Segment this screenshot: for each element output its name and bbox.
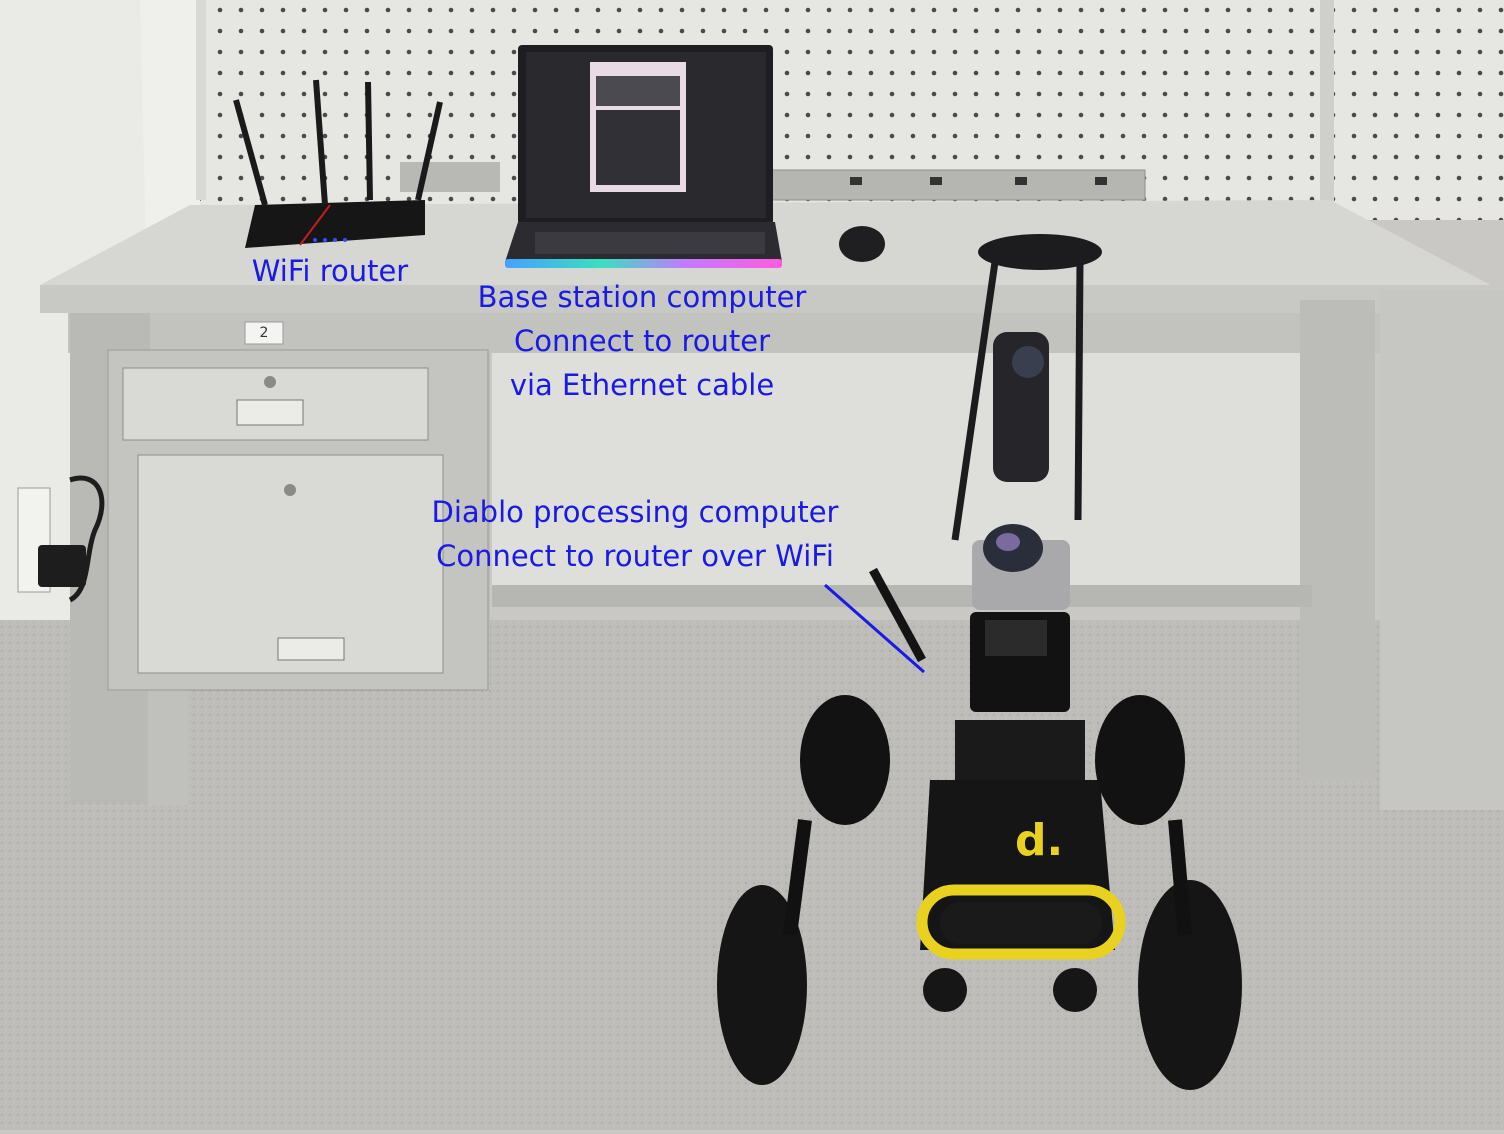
annotation-wifi-router: WiFi router — [230, 250, 430, 294]
wall-outlet — [17, 475, 105, 603]
drawer-number-text: 2 — [259, 325, 269, 341]
annotation-wifi-router-text: WiFi router — [251, 254, 409, 288]
annotation-base-station-line-2: Connect to router — [513, 324, 770, 358]
svg-text:d.: d. — [1015, 815, 1063, 866]
wifi-router — [233, 79, 443, 248]
mouse — [839, 226, 885, 262]
annotation-base-station-line-3: via Ethernet cable — [509, 368, 775, 402]
drawer-number-tag: 2 — [245, 322, 283, 344]
annotation-diablo: Diablo processing computer Connect to ro… — [405, 490, 865, 578]
annotation-base-station-line-1: Base station computer — [477, 280, 807, 314]
annotation-diablo-line-1: Diablo processing computer — [431, 495, 839, 529]
drawer-cabinet — [107, 349, 489, 691]
laptop — [505, 45, 782, 268]
annotation-pointer-line — [824, 583, 925, 674]
robot: d. — [717, 234, 1242, 1090]
annotation-base-station: Base station computer Connect to router … — [452, 275, 832, 407]
annotation-diablo-line-2: Connect to router over WiFi — [436, 539, 834, 573]
